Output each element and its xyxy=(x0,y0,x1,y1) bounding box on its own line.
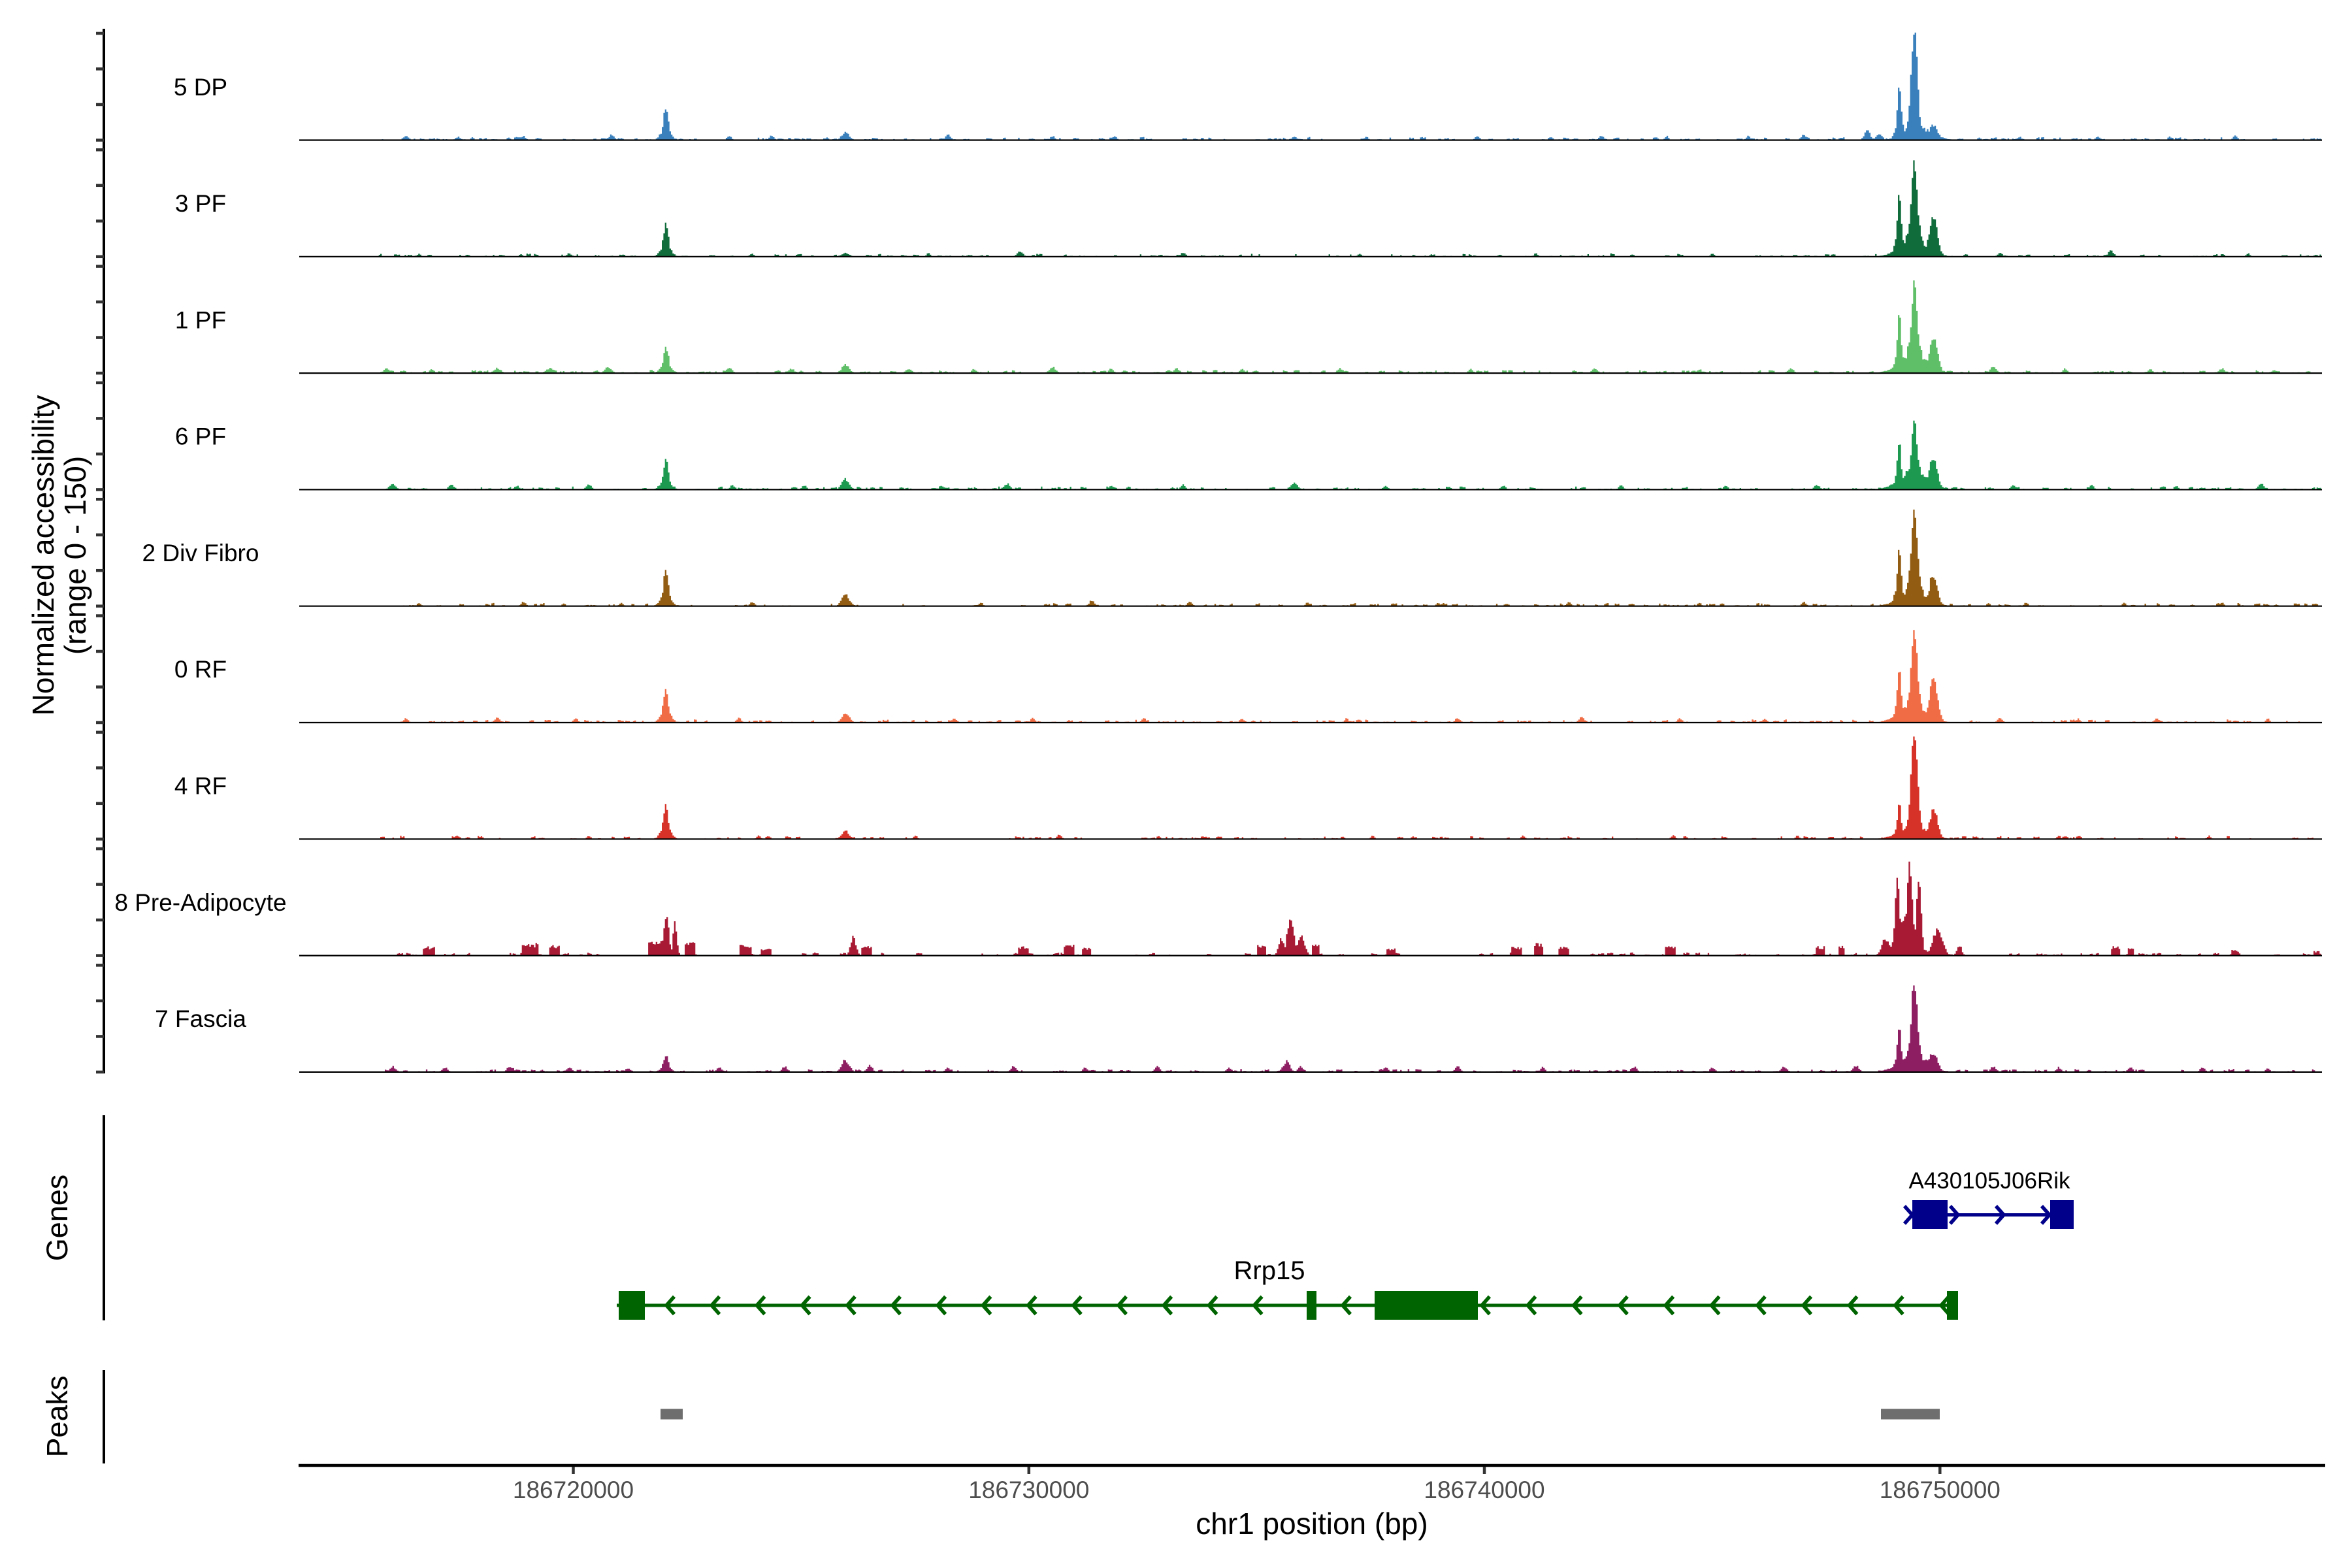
svg-text:186740000: 186740000 xyxy=(1424,1477,1544,1503)
svg-text:Genes: Genes xyxy=(41,1175,74,1262)
svg-text:(range 0 - 150): (range 0 - 150) xyxy=(58,456,92,655)
svg-text:3 PF: 3 PF xyxy=(175,190,226,217)
svg-text:186720000: 186720000 xyxy=(513,1477,634,1503)
svg-text:A430105J06Rik: A430105J06Rik xyxy=(1908,1168,2070,1194)
svg-text:7 Fascia: 7 Fascia xyxy=(155,1005,246,1032)
svg-text:6 PF: 6 PF xyxy=(175,423,226,450)
svg-text:4 RF: 4 RF xyxy=(174,773,227,800)
svg-text:Normalized accessibility: Normalized accessibility xyxy=(26,395,60,716)
svg-text:0 RF: 0 RF xyxy=(174,656,227,683)
svg-text:8 Pre-Adipocyte: 8 Pre-Adipocyte xyxy=(114,889,286,916)
svg-text:5 DP: 5 DP xyxy=(174,74,227,101)
svg-text:186730000: 186730000 xyxy=(968,1477,1089,1503)
svg-text:186750000: 186750000 xyxy=(1880,1477,2001,1503)
svg-text:2 Div Fibro: 2 Div Fibro xyxy=(142,540,259,566)
svg-text:Peaks: Peaks xyxy=(41,1375,74,1457)
svg-text:1 PF: 1 PF xyxy=(175,306,226,333)
svg-text:chr1 position (bp): chr1 position (bp) xyxy=(1196,1507,1428,1541)
svg-text:Rrp15: Rrp15 xyxy=(1234,1256,1305,1285)
